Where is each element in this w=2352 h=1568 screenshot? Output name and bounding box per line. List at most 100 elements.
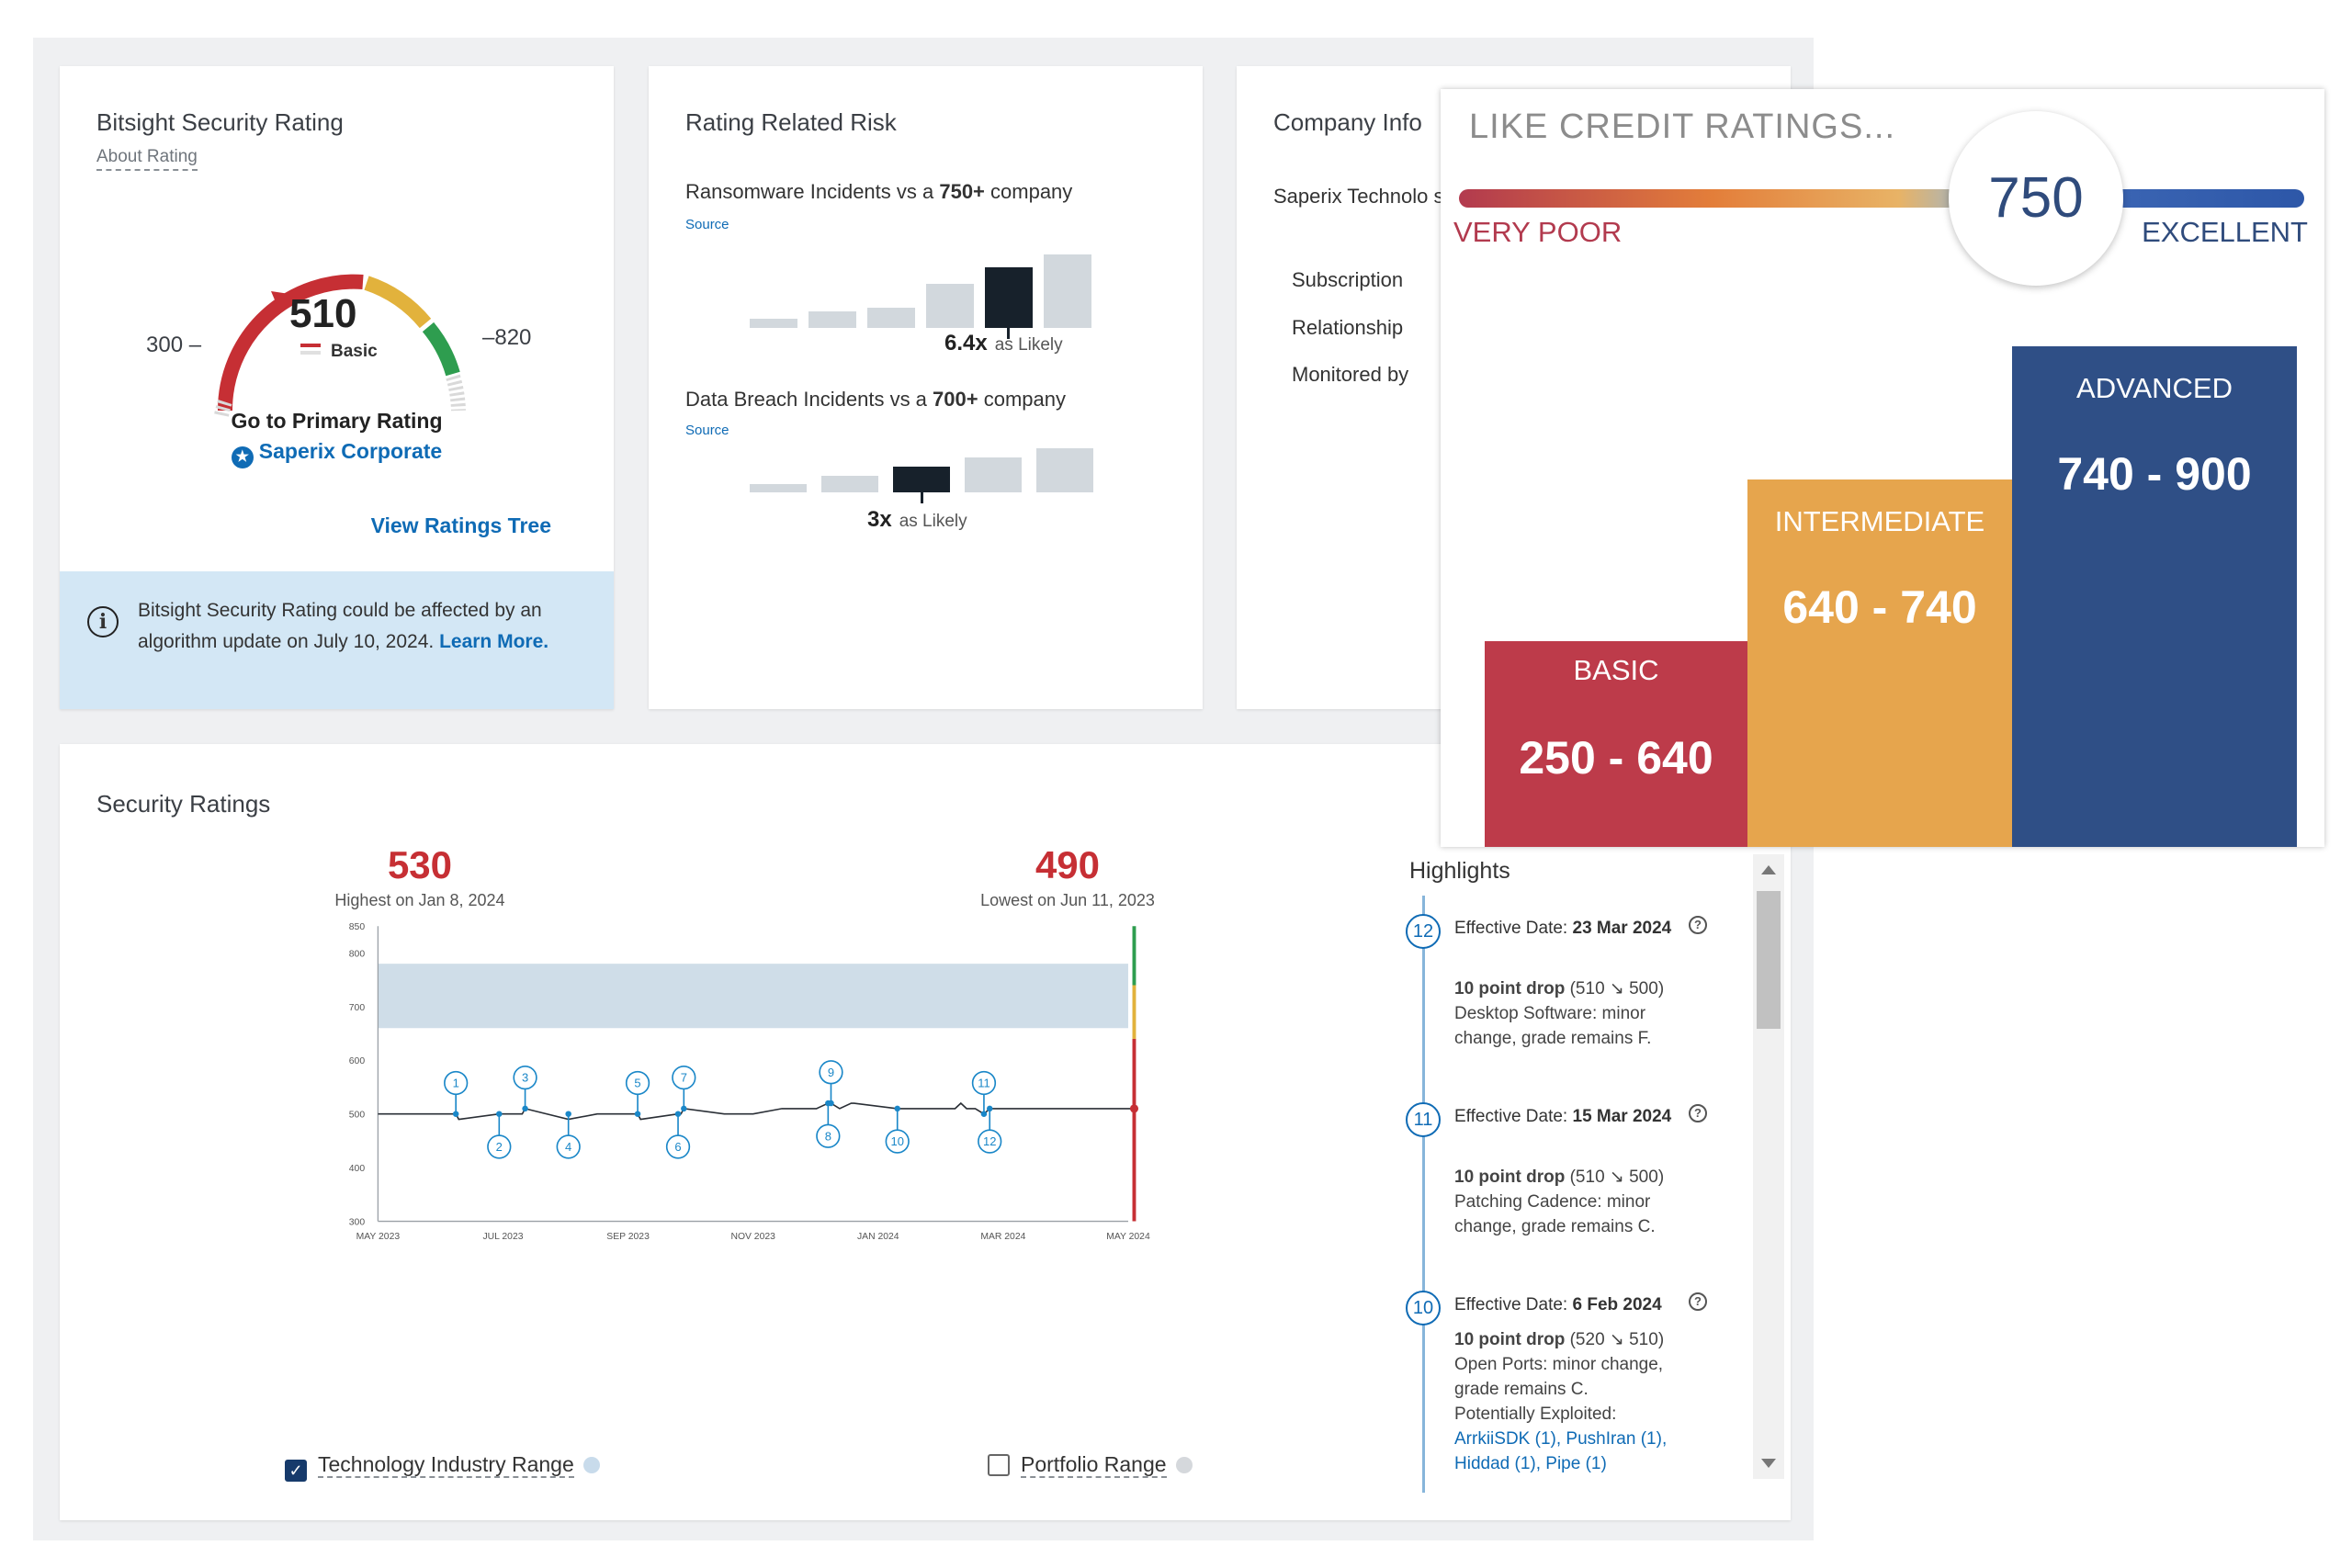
highlights-list: 12 Effective Date: 23 Mar 2024 ? 10 poin… — [1404, 896, 1771, 1493]
help-icon[interactable]: ? — [1689, 916, 1707, 934]
highest-score: 530 — [387, 843, 453, 886]
help-icon[interactable]: ? — [1689, 1292, 1707, 1311]
risk-bar — [926, 284, 974, 328]
tier-name: INTERMEDIATE — [1774, 505, 1985, 537]
gauge-min-label: 300 – — [146, 333, 202, 357]
checkbox-checked-icon[interactable]: ✓ — [285, 1460, 307, 1482]
x-tick-label: JUL 2023 — [482, 1232, 523, 1242]
breach-multiplier: 3x as Likely — [867, 507, 967, 532]
monitored-by-label: Monitored by — [1292, 363, 1409, 386]
learn-more-link[interactable]: Learn More. — [439, 631, 549, 652]
event-number: 1 — [453, 1077, 459, 1090]
tier-basic: BASIC 250 - 640 — [1485, 641, 1747, 847]
risk-bar-highlighted — [985, 267, 1033, 328]
gauge-end-hatch — [446, 374, 466, 412]
scale-high-label: EXCELLENT — [2142, 216, 2308, 248]
rating-gauge — [214, 274, 466, 417]
scrollbar-thumb[interactable] — [1757, 891, 1781, 1029]
event-number-badge: 10 — [1406, 1291, 1441, 1325]
about-rating-link[interactable]: About Rating — [96, 147, 198, 171]
tier-range: 640 - 740 — [1782, 581, 1977, 633]
gauge-yellow-arc — [364, 276, 432, 329]
risk-bar-highlighted — [893, 467, 950, 492]
ransomware-source-link[interactable]: Source — [685, 217, 729, 232]
primary-rating-label: Go to Primary Rating — [231, 409, 443, 433]
view-ratings-tree-link[interactable]: View Ratings Tree — [370, 513, 551, 537]
event-marker — [971, 1070, 997, 1096]
risk-bar — [867, 308, 915, 328]
overlay-title: LIKE CREDIT RATINGS... — [1469, 107, 1896, 146]
algorithm-alert: i Bitsight Security Rating could be affe… — [60, 571, 614, 709]
event-number-badge: 12 — [1406, 914, 1441, 949]
event-point — [828, 1100, 834, 1107]
risk-bar — [750, 484, 807, 492]
highlight-detail: 10 point drop (520 ↘ 510) Open Ports: mi… — [1454, 1330, 1668, 1473]
breach-comparison: Data Breach Incidents vs a 700+ company — [685, 388, 1066, 411]
primary-company-name[interactable]: Saperix Corporate — [258, 439, 443, 463]
event-number: 11 — [978, 1077, 989, 1090]
rating-line — [378, 1101, 1135, 1121]
event-number: 2 — [496, 1140, 503, 1154]
scroll-up-icon[interactable] — [1761, 865, 1776, 874]
breach-source-link[interactable]: Source — [685, 423, 729, 438]
event-marker — [556, 1134, 581, 1159]
card-title: Company Info — [1273, 108, 1422, 136]
legend-portfolio-range[interactable]: Portfolio Range — [988, 1452, 1193, 1478]
gauge-green-arc — [422, 321, 460, 377]
ransomware-comparison: Ransomware Incidents vs a 750+ company — [685, 180, 1073, 203]
event-marker — [665, 1134, 691, 1159]
legend-label: Technology Industry Range — [318, 1452, 574, 1478]
tier-range: 250 - 640 — [1519, 732, 1713, 784]
gauge-start-hatch — [214, 399, 232, 417]
industry-range-band — [378, 964, 1128, 1029]
star-badge-icon: ★ — [231, 446, 254, 468]
ransomware-multiplier: 6.4x as Likely — [944, 331, 1063, 355]
rating-scale-knob: 750 — [1949, 111, 2123, 286]
event-marker — [487, 1134, 512, 1159]
event-point — [634, 1111, 641, 1117]
grade-marker-icon — [300, 344, 321, 362]
highlight-detail: 10 point drop (510 ↘ 500) Patching Caden… — [1454, 1168, 1665, 1236]
y-tick-label: 500 — [349, 1111, 366, 1121]
security-ratings-chart: 300 400 500 600 700 800 850 MAY 2023 JUL 2023 SEP… — [349, 922, 1150, 1242]
event-point — [496, 1111, 503, 1117]
info-icon: i — [87, 606, 119, 637]
legend-technology-industry[interactable]: ✓ Technology Industry Range — [285, 1452, 600, 1482]
primary-company-link[interactable]: ★ Saperix Corporate — [60, 439, 614, 468]
highlights-title: Highlights — [1409, 858, 1510, 884]
event-number: 8 — [825, 1129, 831, 1143]
subscription-label: Subscription — [1292, 268, 1404, 291]
tier-advanced: ADVANCED 740 - 900 — [2012, 346, 2297, 847]
legend-label: Portfolio Range — [1021, 1452, 1167, 1478]
tier-range: 740 - 900 — [2057, 448, 2252, 500]
event-number: 7 — [681, 1071, 687, 1085]
gauge-red-arc — [217, 274, 364, 412]
exploited-links[interactable]: ArrkiiSDK (1), PushIran (1), Hiddad (1),… — [1454, 1429, 1668, 1473]
x-tick-label: MAY 2024 — [1106, 1232, 1150, 1242]
risk-bar — [1044, 254, 1091, 328]
event-point — [674, 1111, 682, 1117]
event-point — [522, 1105, 528, 1112]
risk-bar — [750, 319, 797, 328]
event-number: 5 — [634, 1077, 640, 1090]
help-icon[interactable]: ? — [1689, 1104, 1707, 1122]
x-tick-label: MAY 2023 — [356, 1232, 401, 1242]
rating-scale-bar — [1459, 189, 2304, 208]
gauge-max-label: –820 — [482, 325, 532, 350]
event-marker — [816, 1123, 841, 1148]
event-point — [986, 1105, 993, 1112]
scale-low-label: VERY POOR — [1453, 216, 1623, 248]
lowest-caption: Lowest on Jun 11, 2023 — [980, 891, 1155, 909]
card-title: Bitsight Security Rating — [96, 108, 344, 136]
highlights-scrollbar[interactable] — [1753, 854, 1784, 1479]
effective-date: Effective Date: 6 Feb 2024 — [1454, 1295, 1662, 1314]
effective-date: Effective Date: 23 Mar 2024 — [1454, 919, 1672, 938]
alert-message: Bitsight Security Rating could be affect… — [138, 595, 597, 658]
checkbox-unchecked-icon[interactable] — [988, 1454, 1010, 1476]
ransomware-bar-chart — [750, 236, 1099, 339]
event-point — [980, 1111, 988, 1117]
tier-intermediate: INTERMEDIATE 640 - 740 — [1747, 479, 2012, 847]
event-number-badge: 11 — [1406, 1102, 1441, 1137]
scroll-down-icon[interactable] — [1761, 1459, 1776, 1468]
legend-color-dot — [582, 1457, 600, 1473]
